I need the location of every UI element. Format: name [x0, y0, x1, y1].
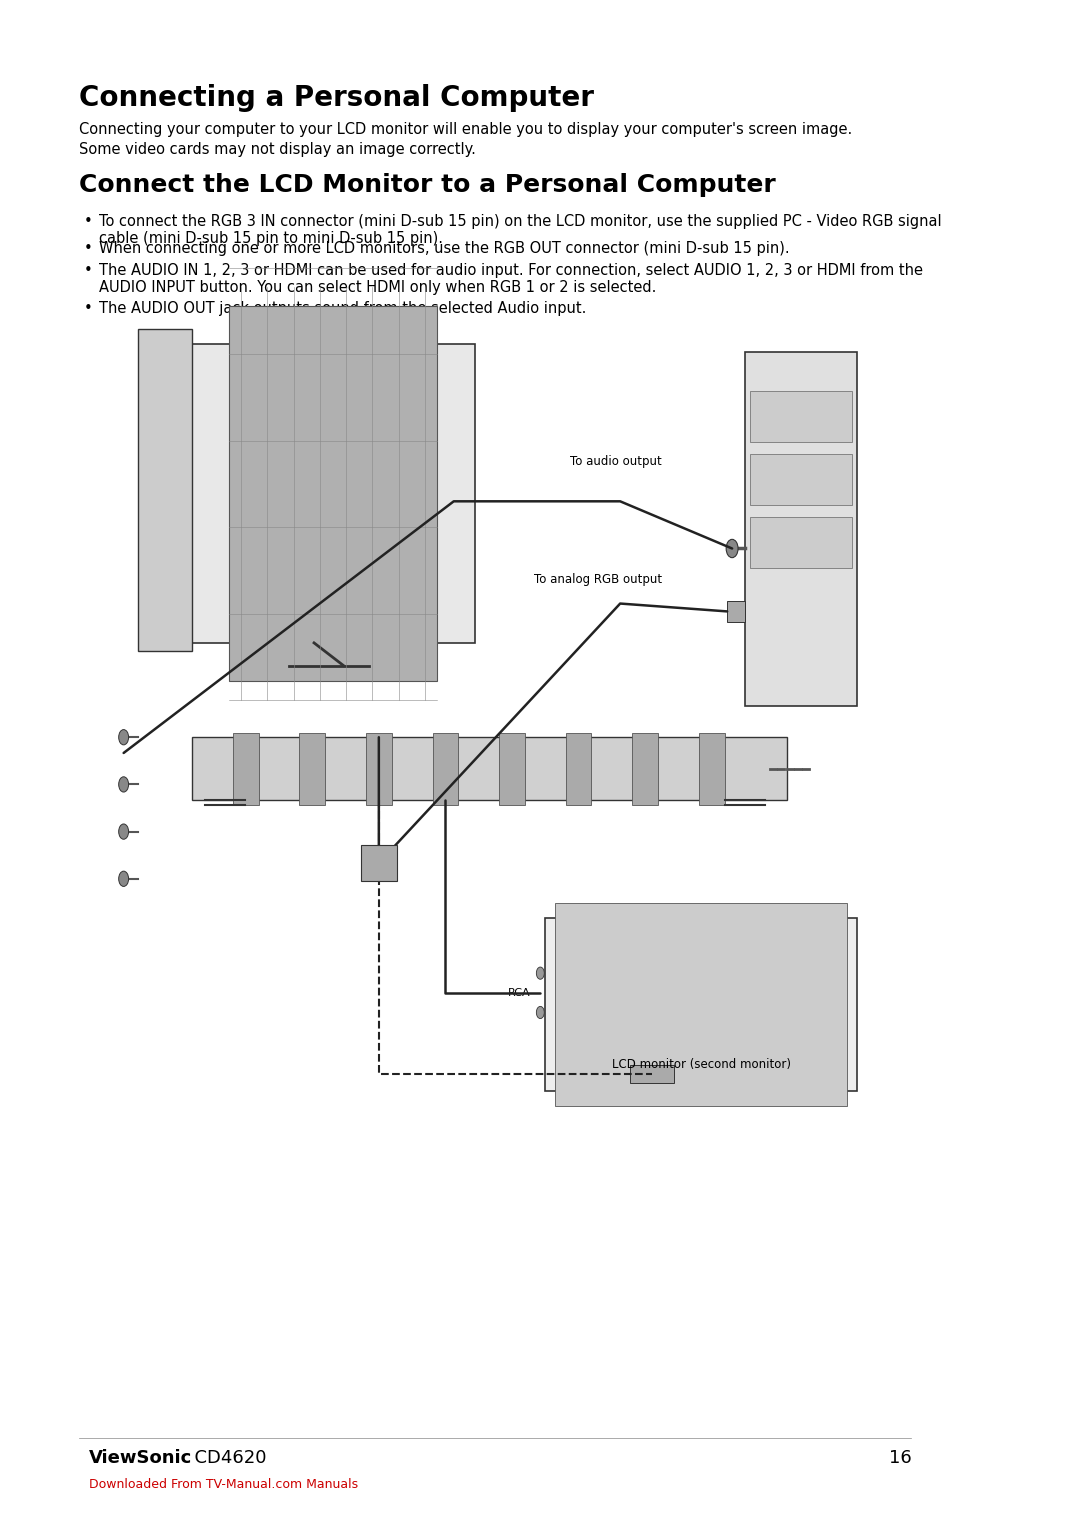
Polygon shape [750, 518, 852, 568]
Circle shape [119, 870, 129, 886]
Circle shape [726, 539, 738, 557]
Text: CD4620: CD4620 [184, 1449, 267, 1467]
Circle shape [119, 777, 129, 793]
Text: •: • [84, 301, 93, 316]
Text: RCA: RCA [508, 988, 530, 997]
Polygon shape [555, 902, 848, 1107]
Polygon shape [233, 733, 258, 805]
Text: •: • [84, 263, 93, 278]
Text: To connect the RGB 3 IN connector (mini D-sub 15 pin) on the LCD monitor, use th: To connect the RGB 3 IN connector (mini … [99, 214, 942, 246]
Circle shape [119, 730, 129, 745]
Polygon shape [566, 733, 592, 805]
Polygon shape [361, 844, 396, 881]
Polygon shape [299, 733, 325, 805]
Polygon shape [137, 328, 191, 651]
Text: When connecting one or more LCD monitors, use the RGB OUT connector (mini D-sub : When connecting one or more LCD monitors… [99, 241, 789, 257]
Text: Some video cards may not display an image correctly.: Some video cards may not display an imag… [79, 142, 476, 157]
Text: Connecting a Personal Computer: Connecting a Personal Computer [79, 84, 594, 111]
Circle shape [537, 1006, 544, 1019]
Polygon shape [630, 1066, 674, 1084]
Polygon shape [191, 344, 474, 643]
Polygon shape [191, 738, 786, 800]
Text: •: • [84, 214, 93, 229]
Polygon shape [750, 454, 852, 505]
Polygon shape [499, 733, 525, 805]
Circle shape [537, 967, 544, 979]
Polygon shape [699, 733, 725, 805]
Text: To analog RGB output: To analog RGB output [534, 574, 662, 586]
Polygon shape [632, 733, 658, 805]
Text: Connecting your computer to your LCD monitor will enable you to display your com: Connecting your computer to your LCD mon… [79, 122, 852, 137]
Text: •: • [84, 241, 93, 257]
Polygon shape [750, 391, 852, 443]
Polygon shape [366, 733, 392, 805]
Polygon shape [432, 733, 458, 805]
Text: To audio output: To audio output [570, 455, 662, 469]
Polygon shape [229, 305, 437, 681]
Text: The AUDIO OUT jack outputs sound from the selected Audio input.: The AUDIO OUT jack outputs sound from th… [99, 301, 586, 316]
Text: Connect the LCD Monitor to a Personal Computer: Connect the LCD Monitor to a Personal Co… [79, 173, 777, 197]
Text: The AUDIO IN 1, 2, 3 or HDMI can be used for audio input. For connection, select: The AUDIO IN 1, 2, 3 or HDMI can be used… [99, 263, 923, 295]
Polygon shape [745, 351, 858, 705]
Circle shape [119, 825, 129, 840]
Polygon shape [545, 918, 858, 1092]
Text: LCD monitor (second monitor): LCD monitor (second monitor) [611, 1058, 791, 1070]
Text: 16: 16 [889, 1449, 912, 1467]
Text: Downloaded From TV-Manual.com Manuals: Downloaded From TV-Manual.com Manuals [90, 1478, 359, 1490]
Polygon shape [727, 600, 745, 621]
Text: Monitor: Monitor [307, 324, 351, 336]
Text: ViewSonic: ViewSonic [90, 1449, 192, 1467]
